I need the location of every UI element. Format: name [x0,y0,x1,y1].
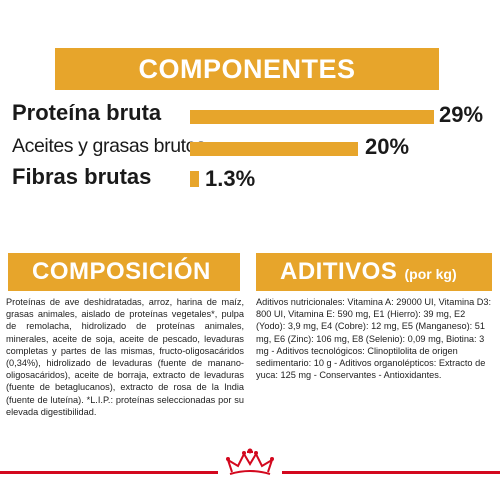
value-protein: 29% [439,102,484,127]
value-fiber: 1.3% [205,166,256,191]
analytics-title-banner: COMPONENTES ANALÍTICOS [55,48,439,126]
additives-text: Aditivos nutricionales: Vitamina A: 2900… [256,297,492,381]
composition-text: Proteínas de ave deshidratadas, arroz, h… [6,297,244,417]
composition-title-banner: COMPOSICIÓN [8,253,240,291]
additives-title: ADITIVOS [280,258,398,285]
value-fat: 20% [365,134,410,159]
bar-fat [190,142,358,156]
crown-icon [226,448,274,475]
row-label-fiber: Fibras brutas [12,164,152,189]
composition-title: COMPOSICIÓN [32,258,211,285]
additives-title-banner: ADITIVOS (por kg) [256,253,492,291]
additives-subtitle: (por kg) [404,266,457,282]
row-label-fat: Aceites y grasas brutos [12,135,206,157]
footer-line-left [0,471,218,474]
bar-fiber [190,171,199,187]
bar-protein [190,110,434,124]
row-label-protein: Proteína bruta [12,100,162,125]
footer-line-right [282,471,500,474]
